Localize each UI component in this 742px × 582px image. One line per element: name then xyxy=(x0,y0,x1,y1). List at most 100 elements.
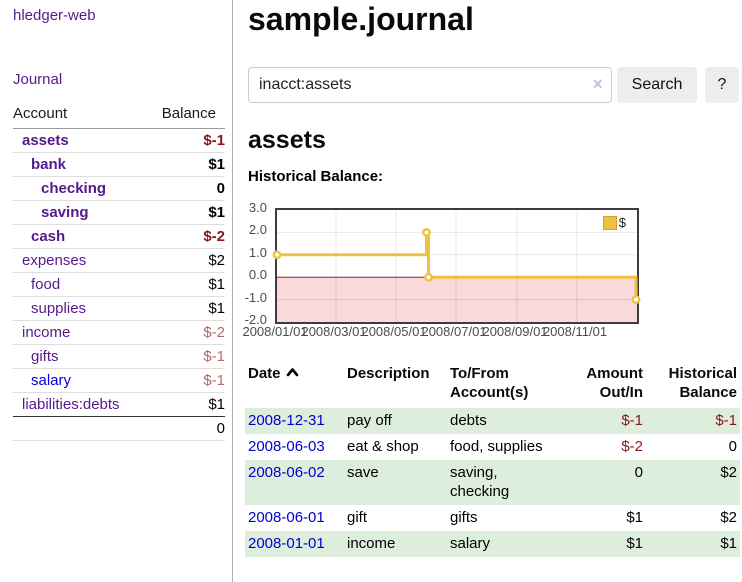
account-link[interactable]: liabilities:debts xyxy=(22,396,120,413)
transaction-accounts: salary xyxy=(450,535,491,552)
transaction-accounts: debts xyxy=(450,412,487,429)
clear-search-icon[interactable]: × xyxy=(592,74,603,94)
accounts-total-row: 0 xyxy=(13,416,225,441)
y-tick-label: -1.0 xyxy=(244,289,267,305)
transaction-row: 2008-01-01 income salary $1 $1 xyxy=(245,531,740,557)
x-tick-label: 2008/03/01 xyxy=(301,324,367,339)
transaction-date-link[interactable]: 2008-06-02 xyxy=(248,464,325,481)
register-header-row: Date Description To/From Account(s) Amou… xyxy=(245,362,740,408)
account-link[interactable]: expenses xyxy=(22,252,87,269)
transaction-description: save xyxy=(347,464,379,481)
transaction-description: eat & shop xyxy=(347,438,419,455)
account-link[interactable]: bank xyxy=(31,156,67,173)
sidebar: hledger-web Journal Account Balance asse… xyxy=(0,0,233,582)
search-form: × Search ? xyxy=(248,67,742,103)
main-content: sample.journal × Search ? assets Histori… xyxy=(242,0,742,582)
transaction-accounts: gifts xyxy=(450,509,478,526)
transaction-accounts: food, supplies xyxy=(450,438,543,455)
account-row: supplies $1 xyxy=(13,297,225,321)
x-tick-label: 2008/11/01 xyxy=(542,324,608,339)
account-link[interactable]: saving xyxy=(41,204,89,221)
transaction-date-link[interactable]: 2008-01-01 xyxy=(248,535,325,552)
account-balance: $2 xyxy=(146,249,225,273)
chart-canvas xyxy=(272,210,641,322)
account-table-body: assets $-1 bank $1 checking 0 saving $1 cash $-2 e… xyxy=(13,129,225,416)
legend-label: $ xyxy=(618,215,626,230)
register-col-accounts: To/From Account(s) xyxy=(450,365,529,401)
account-heading: assets xyxy=(248,126,326,154)
search-box: × xyxy=(248,67,612,103)
transaction-row: 2008-06-03 eat & shop food, supplies $-2 0 xyxy=(245,434,740,460)
account-balance: $1 xyxy=(208,396,225,413)
account-row: cash $-2 xyxy=(13,225,225,249)
register-col-amount: Amount Out/In xyxy=(586,365,643,401)
account-balance: $1 xyxy=(146,297,225,321)
account-link[interactable]: supplies xyxy=(31,300,87,317)
register-col-date[interactable]: Date xyxy=(245,362,344,408)
transaction-balance: $2 xyxy=(720,464,737,481)
account-link[interactable]: checking xyxy=(41,180,107,197)
account-balance: $-1 xyxy=(146,129,225,153)
transaction-description: pay off xyxy=(347,412,392,429)
transaction-amount: $-1 xyxy=(621,412,643,429)
account-row: salary $-1 xyxy=(13,369,225,393)
chart-plot-area: $ xyxy=(272,208,641,324)
transaction-amount: $-2 xyxy=(621,438,643,455)
account-link[interactable]: income xyxy=(22,324,71,341)
account-row: liabilities:debts $1 xyxy=(13,393,225,416)
transaction-balance: $1 xyxy=(720,535,737,552)
page-title: sample.journal xyxy=(248,1,474,37)
account-row: expenses $2 xyxy=(13,249,225,273)
account-balance: $-2 xyxy=(146,321,225,345)
transaction-amount: 0 xyxy=(634,464,643,481)
account-balance: $1 xyxy=(146,201,225,225)
account-balance: $1 xyxy=(146,273,225,297)
transaction-balance: $-1 xyxy=(715,412,737,429)
account-link[interactable]: assets xyxy=(22,132,69,149)
x-tick-label: 2008/07/01 xyxy=(421,324,487,339)
register-table: Date Description To/From Account(s) Amou… xyxy=(245,362,740,557)
account-balance: 0 xyxy=(146,177,225,201)
help-button[interactable]: ? xyxy=(705,67,739,103)
transaction-row: 2008-12-31 pay off debts $-1 $-1 xyxy=(245,408,740,434)
account-link[interactable]: food xyxy=(31,276,61,293)
transaction-date-link[interactable]: 2008-12-31 xyxy=(248,412,325,429)
account-link[interactable]: salary xyxy=(31,372,72,389)
account-row: food $1 xyxy=(13,273,225,297)
transaction-date-link[interactable]: 2008-06-03 xyxy=(248,438,325,455)
accounts-header-row: Account Balance xyxy=(13,103,225,129)
x-tick-label: 2008/09/01 xyxy=(482,324,548,339)
account-balance: $-1 xyxy=(146,369,225,393)
transaction-date-link[interactable]: 2008-06-01 xyxy=(248,509,325,526)
account-row: income $-2 xyxy=(13,321,225,345)
y-tick-label: -2.0 xyxy=(244,312,267,327)
y-tick-label: 2.0 xyxy=(248,222,267,238)
account-balance: $-2 xyxy=(146,225,225,249)
search-button[interactable]: Search xyxy=(617,67,697,103)
transaction-row: 2008-06-02 save saving, checking 0 $2 xyxy=(245,460,740,505)
register-col-description: Description xyxy=(347,365,430,382)
chart-legend: $ xyxy=(602,215,626,230)
account-balance: $-1 xyxy=(146,345,225,369)
transaction-balance: $2 xyxy=(720,509,737,526)
transaction-row: 2008-06-01 gift gifts $1 $2 xyxy=(245,505,740,531)
transaction-amount: $1 xyxy=(626,509,643,526)
account-row: saving $1 xyxy=(13,201,225,225)
accounts-table: Account Balance assets $-1 bank $1 checking 0… xyxy=(13,103,225,441)
accounts-total-value: 0 xyxy=(146,416,225,441)
historical-balance-chart: $ 3.0 2.0 1.0 0.0 -1.0 -2.0 2008/01/01 2008/03… xyxy=(242,200,641,339)
account-row: gifts $-1 xyxy=(13,345,225,369)
account-link[interactable]: cash xyxy=(31,228,66,245)
account-link[interactable]: gifts xyxy=(31,348,59,365)
app-title-link[interactable]: hledger-web xyxy=(13,7,96,24)
transaction-description: gift xyxy=(347,509,368,526)
sidebar-item-journal[interactable]: Journal xyxy=(13,71,63,88)
transaction-balance: 0 xyxy=(728,438,737,455)
y-tick-label: 1.0 xyxy=(248,244,267,260)
accounts-col-account: Account xyxy=(13,103,147,129)
x-tick-label: 2008/01/01 xyxy=(242,324,308,339)
account-row: assets $-1 xyxy=(13,129,225,153)
legend-swatch-icon xyxy=(602,215,617,230)
search-input[interactable] xyxy=(248,67,612,103)
y-tick-label: 0.0 xyxy=(248,267,267,283)
